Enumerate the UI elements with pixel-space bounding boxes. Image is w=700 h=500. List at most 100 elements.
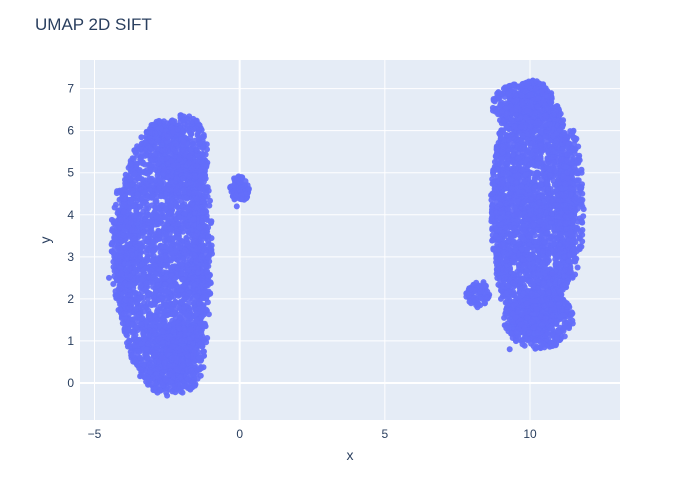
scatter-point [129,252,135,259]
scatter-point [162,214,169,221]
scatter-point [230,182,237,189]
scatter-point [189,275,196,282]
scatter-point [172,298,179,305]
scatter-point [168,283,174,290]
scatter-point [203,339,210,346]
scatter-point [193,293,200,300]
scatter-point [127,189,134,196]
scatter-point [197,243,204,250]
scatter-point [148,202,155,209]
scatter-point [121,325,128,332]
scatter-point [192,204,199,211]
scatter-point [166,225,173,232]
scatter-point [145,239,151,245]
scatter-point [116,224,123,231]
scatter-point [151,301,158,308]
scatter-point [205,233,212,239]
scatter-point [119,187,126,193]
scatter-point [144,355,151,362]
scatter-point [181,291,188,298]
scatter-point [161,166,168,173]
scatter-point [176,332,183,339]
scatter-point [148,138,155,145]
scatter-point [159,202,166,209]
scatter-point [124,332,130,339]
scatter-point [140,200,147,206]
scatter-point [111,268,118,274]
scatter-point [141,336,148,343]
scatter-point [180,256,187,263]
scatter-point [155,365,161,372]
scatter-point [142,374,148,381]
scatter-point [181,186,188,193]
scatter-point [190,222,197,229]
scatter-point [191,189,197,196]
scatter-point [204,184,211,191]
scatter-point [192,281,199,288]
scatter-point [206,202,213,209]
scatter-point [155,282,162,289]
scatter-point [169,343,176,350]
scatter-point [184,353,191,359]
scatter-point [156,359,162,365]
scatter-point [144,247,151,254]
scatter-point [146,187,153,194]
scatter-point [185,267,192,274]
scatter-point [179,128,186,135]
scatter-point [136,348,143,355]
scatter-point [124,343,131,350]
scatter-point [204,193,211,200]
scatter-point [181,210,188,217]
scatter-point [190,216,197,223]
scatter-point [114,210,121,217]
scatter-point [124,182,131,189]
scatter-point [160,118,167,125]
scatter-point [138,154,145,161]
scatter-point [126,305,133,312]
scatter-point [193,257,200,264]
scatter-point [186,290,193,297]
scatter-point [131,334,137,341]
scatter-point [199,218,206,225]
scatter-point [156,185,162,192]
scatter-point [143,205,150,212]
scatter-point [173,175,180,182]
scatter-point [203,262,210,269]
scatter-point [158,261,165,268]
scatter-point [143,280,150,287]
scatter-point [161,224,168,231]
scatter-point [179,202,186,209]
chart-title: UMAP 2D SIFT [35,15,152,34]
scatter-point [157,387,164,394]
scatter-point [157,125,164,132]
scatter-point [203,269,210,276]
scatter-point [196,354,202,361]
scatter-point [199,151,206,158]
scatter-point [140,361,147,368]
scatter-point [159,243,166,250]
scatter-point [168,203,174,210]
scatter-point [161,146,168,153]
scatter-point [125,261,132,268]
scatter-point [181,304,188,311]
scatter-point [122,171,129,178]
scatter-point [185,313,192,319]
scatter-point [192,233,199,240]
scatter-point [112,288,119,295]
scatter-point [166,363,173,369]
scatter-point [113,293,120,300]
scatter-point [122,297,129,304]
scatter-point [163,303,170,310]
scatter-point [186,153,193,160]
scatter-point [184,376,191,382]
scatter-point [126,337,133,344]
scatter-point [200,364,207,371]
scatter-point [156,117,162,124]
scatter-point [154,336,161,343]
scatter-point [175,292,182,299]
scatter-point [205,238,212,245]
scatter-point [149,193,156,200]
scatter-point [139,194,146,201]
scatter-point [180,296,187,303]
scatter-point [127,273,134,280]
